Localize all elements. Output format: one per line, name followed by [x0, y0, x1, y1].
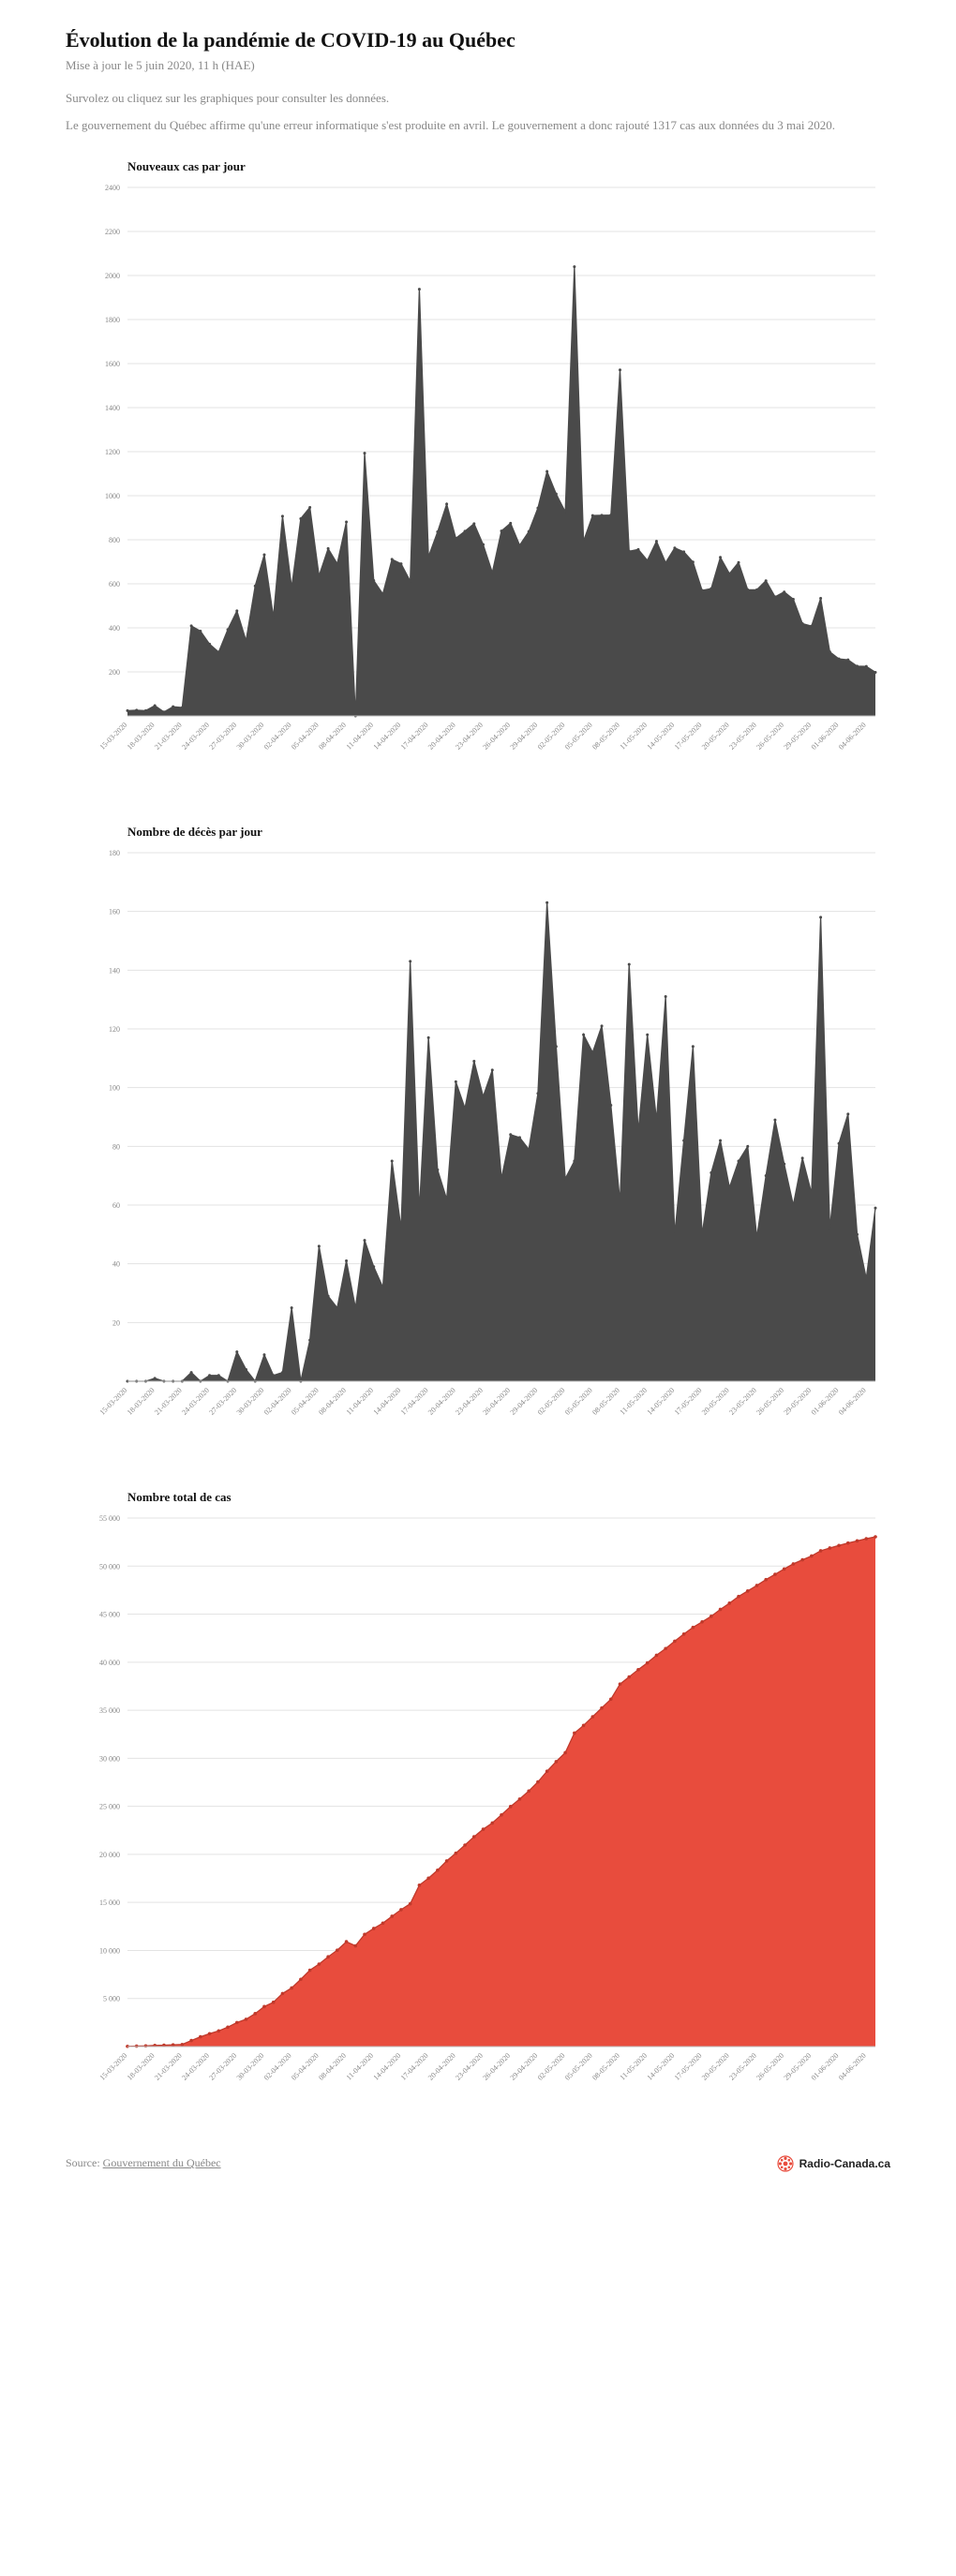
chart-title-daily-deaths: Nombre de décès par jour	[127, 825, 890, 840]
svg-text:1000: 1000	[105, 492, 120, 500]
page-title: Évolution de la pandémie de COVID-19 au …	[66, 28, 890, 52]
svg-text:1600: 1600	[105, 360, 120, 368]
svg-text:2400: 2400	[105, 184, 120, 192]
svg-text:25 000: 25 000	[99, 1802, 120, 1810]
intro-1: Survolez ou cliquez sur les graphiques p…	[66, 90, 890, 108]
svg-text:40 000: 40 000	[99, 1659, 120, 1667]
svg-text:100: 100	[109, 1083, 120, 1092]
svg-text:5 000: 5 000	[103, 1994, 120, 2003]
svg-text:20: 20	[112, 1318, 120, 1327]
page: Évolution de la pandémie de COVID-19 au …	[0, 0, 956, 2210]
svg-text:180: 180	[109, 849, 120, 857]
radio-canada-icon	[777, 2155, 794, 2172]
svg-text:600: 600	[109, 580, 120, 588]
svg-text:50 000: 50 000	[99, 1562, 120, 1571]
svg-text:1200: 1200	[105, 448, 120, 456]
svg-text:1800: 1800	[105, 316, 120, 324]
svg-text:60: 60	[112, 1201, 120, 1210]
chart-title-daily-cases: Nouveaux cas par jour	[127, 159, 890, 174]
source-link[interactable]: Gouvernement du Québec	[103, 2156, 221, 2169]
svg-text:200: 200	[109, 668, 120, 677]
chart-total-cases[interactable]: 5 000 10 000 15 000 20 000 25 000 30 000 35 00…	[66, 1509, 890, 2127]
svg-text:120: 120	[109, 1025, 120, 1034]
source-line: Source: Gouvernement du Québec	[66, 2156, 221, 2170]
svg-text:30 000: 30 000	[99, 1754, 120, 1763]
intro-2: Le gouvernement du Québec affirme qu'une…	[66, 117, 890, 135]
svg-text:400: 400	[109, 624, 120, 633]
chart-daily-deaths[interactable]: 2040608010012014016018015-03-202018-03-2…	[66, 843, 890, 1462]
svg-text:40: 40	[112, 1259, 120, 1268]
svg-text:1400: 1400	[105, 404, 120, 412]
svg-text:55 000: 55 000	[99, 1514, 120, 1523]
logo[interactable]: Radio-Canada.ca	[777, 2155, 890, 2172]
source-prefix: Source:	[66, 2156, 103, 2169]
svg-text:2000: 2000	[105, 272, 120, 280]
svg-text:35 000: 35 000	[99, 1706, 120, 1715]
svg-text:20 000: 20 000	[99, 1851, 120, 1859]
svg-text:2200: 2200	[105, 228, 120, 236]
chart-block-total-cases: Nombre total de cas 5 000 10 000 15 000 20 …	[66, 1490, 890, 2127]
chart-block-daily-cases: Nouveaux cas par jour 200 400 600 800 1000 12…	[66, 159, 890, 797]
chart-daily-cases[interactable]: 200 400 600 800 1000 1200 1400 1600 1800 2000 2200…	[66, 178, 890, 797]
chart-title-total-cases: Nombre total de cas	[127, 1490, 890, 1505]
updated-text: Mise à jour le 5 juin 2020, 11 h (HAE)	[66, 58, 890, 73]
footer: Source: Gouvernement du Québec Radio-Can…	[66, 2155, 890, 2172]
svg-text:800: 800	[109, 536, 120, 544]
svg-text:160: 160	[109, 907, 120, 916]
svg-text:80: 80	[112, 1142, 120, 1151]
chart-block-daily-deaths: Nombre de décès par jour 20 40 60 80 100 120 1…	[66, 825, 890, 1462]
svg-text:140: 140	[109, 966, 120, 975]
svg-text:45 000: 45 000	[99, 1610, 120, 1618]
svg-text:15 000: 15 000	[99, 1898, 120, 1907]
logo-text: Radio-Canada.ca	[799, 2157, 890, 2170]
svg-text:10 000: 10 000	[99, 1946, 120, 1955]
